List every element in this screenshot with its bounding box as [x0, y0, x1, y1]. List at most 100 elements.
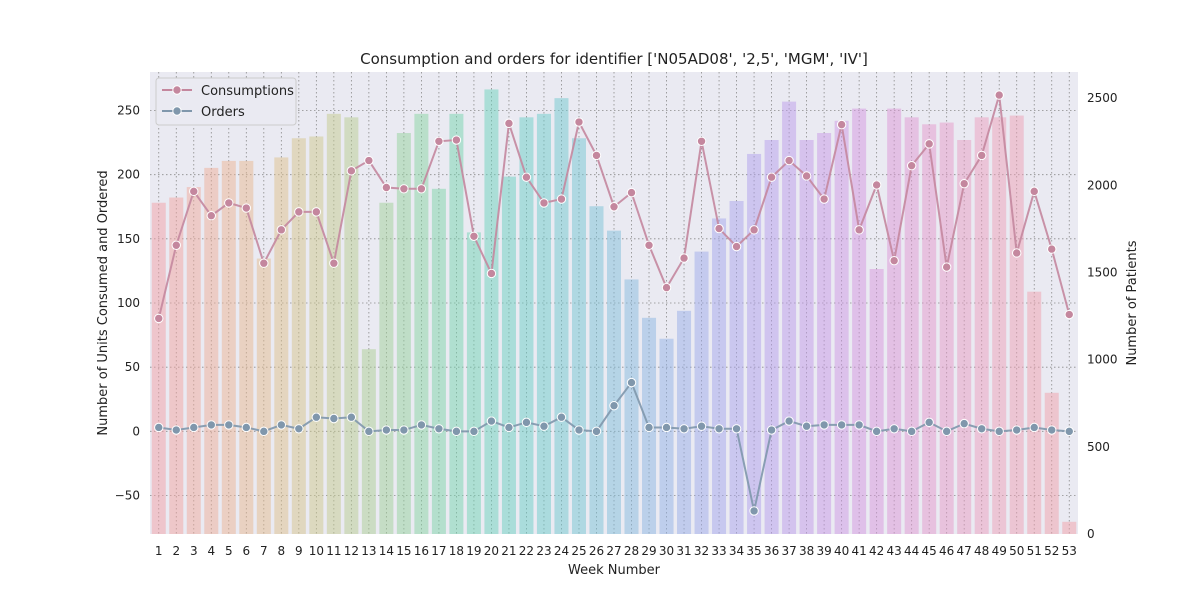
consumptions-point	[609, 202, 619, 212]
consumptions-point	[154, 313, 164, 324]
consumptions-point	[976, 150, 987, 161]
y-right-tick-labels: 0 500 1000 1500 2000 2500	[1087, 91, 1118, 541]
orders-point	[154, 422, 164, 433]
consumptions-point	[574, 117, 584, 127]
consumptions-point	[364, 155, 374, 166]
consumptions-point	[399, 184, 409, 194]
x-tick-label: 31	[676, 544, 691, 558]
x-tick-label: 48	[974, 544, 989, 558]
orders-point	[311, 412, 322, 422]
x-tick-label: 14	[379, 544, 394, 558]
x-tick-label: 13	[361, 544, 376, 558]
patient-bar	[852, 108, 867, 534]
x-tick-label: 42	[869, 544, 884, 558]
x-tick-label: 47	[957, 544, 972, 558]
y-right-tick-label: 2000	[1087, 178, 1118, 192]
patient-bar	[361, 349, 376, 534]
legend-consumptions-label: Consumptions	[201, 84, 294, 99]
orders-point	[819, 420, 829, 430]
orders-point	[854, 420, 864, 430]
chart-title: Consumption and orders for identifier ['…	[360, 50, 868, 68]
consumptions-point	[276, 225, 287, 235]
x-tick-label: 8	[278, 544, 286, 558]
x-tick-label: 27	[606, 544, 621, 558]
consumptions-point	[766, 172, 777, 182]
orders-point	[801, 421, 812, 431]
patient-bar	[239, 160, 254, 534]
patient-bar	[589, 206, 604, 534]
consumptions-point	[626, 187, 637, 198]
orders-point	[679, 424, 689, 434]
patient-bar	[396, 133, 411, 535]
x-tick-label: 9	[295, 544, 303, 558]
y-right-tick-label: 0	[1087, 527, 1095, 541]
patient-bar	[957, 139, 972, 535]
orders-point	[626, 377, 637, 388]
y-left-tick-label: 0	[132, 424, 140, 438]
orders-point	[1029, 422, 1039, 433]
legend-orders-label: Orders	[201, 105, 245, 120]
orders-point	[504, 422, 514, 433]
x-tick-label: 52	[1044, 544, 1059, 558]
patient-bar	[764, 139, 779, 535]
patient-bar	[712, 218, 727, 534]
consumptions-point	[994, 90, 1004, 100]
patient-bar	[1009, 115, 1024, 535]
patient-bar	[1027, 291, 1042, 534]
patient-bar	[694, 251, 709, 534]
patient-bar	[729, 201, 744, 534]
consumptions-point	[924, 139, 934, 149]
consumptions-point	[591, 150, 602, 161]
x-tick-label: 29	[641, 544, 656, 558]
orders-point	[871, 426, 882, 437]
patient-bar	[887, 108, 902, 534]
consumptions-point	[381, 182, 392, 193]
x-tick-label: 17	[431, 544, 446, 558]
x-tick-label: 21	[501, 544, 516, 558]
consumptions-point	[451, 135, 462, 145]
orders-point	[1047, 425, 1057, 435]
x-tick-label: 33	[711, 544, 726, 558]
patient-bar	[151, 202, 166, 535]
consumptions-point	[311, 207, 322, 217]
orders-point	[941, 426, 952, 437]
x-tick-label: 5	[225, 544, 233, 558]
x-axis-title: Week Number	[568, 563, 661, 578]
patient-bar	[939, 122, 954, 535]
consumptions-point	[206, 211, 216, 221]
x-tick-label: 53	[1062, 544, 1077, 558]
patient-bar	[186, 187, 201, 534]
consumptions-point	[1012, 248, 1022, 258]
orders-point	[731, 424, 742, 434]
x-tick-label: 51	[1027, 544, 1042, 558]
x-tick-label: 38	[799, 544, 814, 558]
consumptions-point	[801, 171, 812, 181]
orders-point	[364, 426, 374, 437]
orders-point	[889, 424, 899, 434]
y-right-axis-title: Number of Patients	[1125, 240, 1140, 365]
x-tick-label: 19	[466, 544, 481, 558]
patient-bar	[922, 124, 937, 535]
consumptions-point	[644, 240, 654, 250]
x-tick-label: 23	[536, 544, 551, 558]
consumptions-point	[469, 231, 479, 241]
patient-bar	[799, 139, 814, 535]
orders-point	[591, 426, 602, 437]
x-tick-label: 41	[851, 544, 866, 558]
orders-point	[539, 421, 549, 431]
x-tick-label: 1	[155, 544, 163, 558]
x-tick-label: 22	[519, 544, 534, 558]
orders-point	[784, 416, 794, 426]
orders-point	[224, 420, 234, 430]
orders-point	[959, 418, 969, 429]
orders-point	[486, 416, 497, 426]
orders-point	[924, 417, 934, 428]
orders-point	[399, 425, 409, 435]
orders-point	[206, 420, 216, 430]
orders-point	[434, 424, 444, 434]
y-left-axis-title: Number of Units Consumed and Ordered	[96, 170, 111, 435]
patient-bar	[869, 269, 884, 534]
patient-bar	[571, 138, 586, 534]
orders-point	[906, 426, 917, 437]
